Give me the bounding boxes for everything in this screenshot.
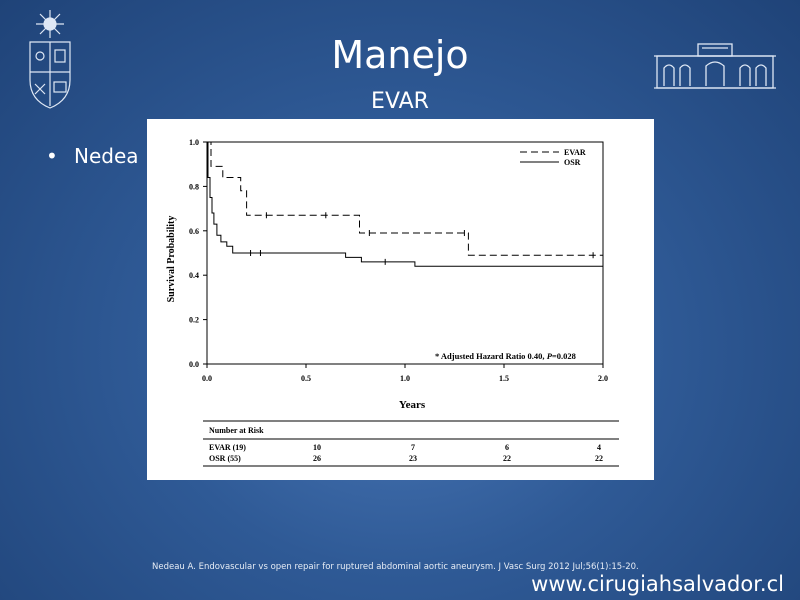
x-tick-label: 1.5 bbox=[499, 374, 509, 383]
risk-cell: 22 bbox=[595, 454, 603, 463]
risk-cell: 23 bbox=[409, 454, 417, 463]
y-tick-label: 1.0 bbox=[189, 138, 199, 147]
legend-label-osr: OSR bbox=[564, 158, 581, 167]
bullet-item: • Nedea bbox=[46, 144, 139, 168]
risk-table: Number at Risk EVAR (19) 10 7 6 4 OSR (55) 26 23… bbox=[203, 420, 619, 467]
left-logo bbox=[24, 10, 76, 114]
series-line-evar bbox=[207, 141, 603, 256]
kaplan-meier-chart: 0.00.20.40.60.81.00.0 0.5 1.0 1.5 2.0 EVAROS… bbox=[166, 138, 619, 467]
bullet-dot-icon: • bbox=[46, 144, 58, 168]
y-tick-label: 0.8 bbox=[189, 182, 199, 191]
x-tick-label: 1.0 bbox=[400, 374, 410, 383]
bullet-text: Nedea bbox=[74, 144, 139, 168]
citation: Nedeau A. Endovascular vs open repair fo… bbox=[152, 562, 639, 572]
risk-cell: 7 bbox=[411, 443, 415, 452]
risk-cell: 10 bbox=[313, 443, 321, 452]
axes: 0.0 0.2 0.4 0.6 0.8 1.0 0.0 0.5 1.0 1.5 2.0 bbox=[189, 138, 608, 383]
legend-label-evar: EVAR bbox=[564, 148, 586, 157]
x-tick-label: 0.5 bbox=[301, 374, 311, 383]
slide-title: Manejo bbox=[331, 33, 469, 77]
y-tick-label: 0.4 bbox=[189, 271, 199, 280]
y-axis-label: Survival Probability bbox=[166, 216, 177, 303]
hospital-building-icon bbox=[654, 43, 776, 89]
series-line-osr bbox=[207, 141, 603, 267]
x-tick-label: 0.0 bbox=[202, 374, 212, 383]
chart-panel: 0.0 0.2 0.4 0.6 0.8 1.0 0.0 0.5 1.0 1.5 2.0 EVAR OS… bbox=[147, 119, 654, 480]
risk-row-label: EVAR (19) bbox=[209, 443, 246, 452]
series bbox=[207, 141, 604, 270]
slide-subtitle: EVAR bbox=[371, 89, 429, 114]
university-seal-icon bbox=[29, 10, 71, 109]
x-tick-label: 2.0 bbox=[598, 374, 608, 383]
risk-cell: 22 bbox=[503, 454, 511, 463]
y-tick-label: 0.0 bbox=[189, 360, 199, 369]
right-logo bbox=[654, 42, 776, 96]
risk-cell: 6 bbox=[505, 443, 509, 452]
y-tick-label: 0.2 bbox=[189, 316, 199, 325]
risk-cell: 4 bbox=[597, 443, 601, 452]
x-axis-label: Years bbox=[399, 399, 426, 411]
risk-row-label: OSR (55) bbox=[209, 454, 241, 463]
risk-table-title: Number at Risk bbox=[209, 426, 264, 435]
hazard-ratio-annotation: * Adjusted Hazard Ratio 0.40, P=0.028 bbox=[435, 351, 576, 361]
y-tick-label: 0.6 bbox=[189, 227, 199, 236]
website-url[interactable]: www.cirugiahsalvador.cl bbox=[531, 572, 784, 596]
risk-cell: 26 bbox=[313, 454, 321, 463]
